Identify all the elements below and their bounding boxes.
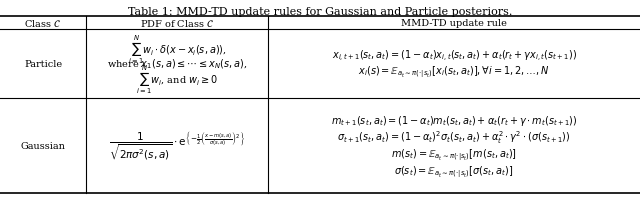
Text: $x_{i,t+1}(s_t, a_t) = (1 - \alpha_t)x_{i,t}(s_t, a_t) + \alpha_t\left(r_t + \ga: $x_{i,t+1}(s_t, a_t) = (1 - \alpha_t)x_{… xyxy=(332,49,577,64)
Text: $m_{t+1}(s_t, a_t) = (1-\alpha_t)m_t(s_t, a_t) + \alpha_t\left(r_t + \gamma \cdo: $m_{t+1}(s_t, a_t) = (1-\alpha_t)m_t(s_t… xyxy=(331,114,577,127)
Text: PDF of Class $\mathcal{C}$: PDF of Class $\mathcal{C}$ xyxy=(140,18,214,29)
Text: $\sigma(s_t) = \mathbb{E}_{a_t \sim \pi(\cdot|s_t)}[\sigma(s_t, a_t)]$: $\sigma(s_t) = \mathbb{E}_{a_t \sim \pi(… xyxy=(394,163,514,179)
Text: $\sum_{i=1}^{N} w_i$, and $w_i \geq 0$: $\sum_{i=1}^{N} w_i$, and $w_i \geq 0$ xyxy=(136,63,218,96)
Text: $\dfrac{1}{\sqrt{2\pi\sigma^2(s,a)}} \cdot \mathrm{e}^{\left\{-\frac{1}{2}\left(: $\dfrac{1}{\sqrt{2\pi\sigma^2(s,a)}} \cd… xyxy=(109,130,245,162)
Text: Particle: Particle xyxy=(24,60,62,69)
Text: Table 1: MMD-TD update rules for Gaussian and Particle posteriors.: Table 1: MMD-TD update rules for Gaussia… xyxy=(128,7,512,17)
Text: Class $\mathcal{C}$: Class $\mathcal{C}$ xyxy=(24,18,61,29)
Text: $x_i(s) = \mathbb{E}_{a_t \sim \pi(\cdot|s_t)}[x_i(s_t, a_t)], \forall i = 1, 2,: $x_i(s) = \mathbb{E}_{a_t \sim \pi(\cdot… xyxy=(358,64,550,80)
Text: $\sigma_{t+1}(s_t, a_t) = (1-\alpha_t)^2\sigma_t(s_t, a_t) + \alpha_t^2 \cdot \g: $\sigma_{t+1}(s_t, a_t) = (1-\alpha_t)^2… xyxy=(337,129,571,146)
Text: $\sum_{i=1}^{N} w_i \cdot \delta(x - x_i(s, a))$,: $\sum_{i=1}^{N} w_i \cdot \delta(x - x_i… xyxy=(127,33,227,66)
Text: $m(s_t) = \mathbb{E}_{a_t \sim \pi(\cdot|s_t)}[m(s_t, a_t)]$: $m(s_t) = \mathbb{E}_{a_t \sim \pi(\cdot… xyxy=(391,146,517,162)
Text: MMD-TD update rule: MMD-TD update rule xyxy=(401,19,507,28)
Text: where $x_1(s,a) \leq \cdots \leq x_N(s, a)$,: where $x_1(s,a) \leq \cdots \leq x_N(s, … xyxy=(107,57,247,71)
Text: Gaussian: Gaussian xyxy=(20,141,65,150)
